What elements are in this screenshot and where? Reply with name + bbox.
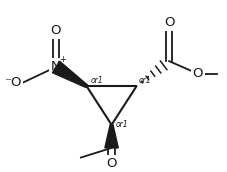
Text: O: O: [192, 67, 202, 80]
Text: ⁻O: ⁻O: [4, 76, 21, 89]
Polygon shape: [104, 125, 118, 148]
Polygon shape: [52, 61, 87, 87]
Text: O: O: [50, 24, 61, 37]
Text: O: O: [163, 16, 174, 29]
Text: N: N: [51, 60, 61, 73]
Text: or1: or1: [138, 76, 150, 85]
Text: O: O: [106, 157, 116, 170]
Text: or1: or1: [90, 76, 103, 85]
Text: or1: or1: [115, 120, 128, 129]
Text: +: +: [59, 55, 66, 64]
